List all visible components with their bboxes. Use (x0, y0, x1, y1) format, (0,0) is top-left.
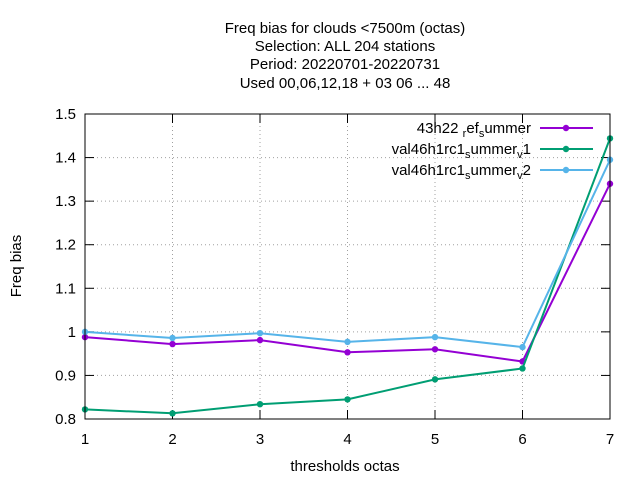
legend-marker (562, 166, 570, 174)
legend-label: val46h1rc1summerv1 (392, 141, 531, 161)
y-tick-label: 1 (68, 324, 76, 341)
y-tick-label: 0.9 (55, 367, 76, 384)
legend-entry-1: 43h22 refsummer (417, 120, 593, 140)
title-line-3: Period: 20220701-20220731 (250, 56, 440, 73)
x-tick-label: 2 (168, 431, 176, 448)
title-line-4: Used 00,06,12,18 + 03 06 ... 48 (240, 75, 451, 92)
data-point (169, 340, 176, 348)
data-point (431, 376, 439, 383)
y-tick-labels: 0.8 0.9 1 1.1 1.2 1.3 1.4 1.5 (55, 106, 76, 428)
y-tick-label: 1.5 (55, 106, 76, 123)
legend-marker (562, 145, 570, 153)
legend-marker (562, 124, 570, 132)
data-point (256, 400, 264, 408)
data-point (344, 396, 351, 403)
y-axis-label: Freq bias (8, 235, 25, 298)
title-line-1: Freq bias for clouds <7500m (octas) (225, 20, 466, 37)
legend-entry-3: val46h1rc1summerv2 (392, 162, 593, 182)
data-point (519, 343, 526, 351)
y-tick-label: 1.4 (55, 150, 76, 167)
y-tick-label: 1.2 (55, 237, 76, 254)
data-point (431, 333, 439, 341)
y-tick-label: 1.3 (55, 193, 76, 210)
legend-label: 43h22 refsummer (417, 120, 531, 140)
data-point (169, 334, 176, 342)
series-1 (81, 180, 614, 365)
title-line-2: Selection: ALL 204 stations (255, 38, 435, 55)
data-point (256, 336, 264, 344)
data-point (169, 410, 176, 417)
y-tick-label: 0.8 (55, 411, 76, 428)
series-2 (81, 135, 614, 417)
series-line (84, 138, 611, 415)
x-tick-label: 4 (343, 431, 351, 448)
data-point (519, 365, 526, 372)
legend: 43h22 refsummerval46h1rc1summerv1val46h1… (392, 120, 593, 182)
legend-label: val46h1rc1summerv2 (392, 162, 531, 182)
x-axis-label: thresholds octas (290, 458, 399, 475)
legend-entry-2: val46h1rc1summerv1 (392, 141, 593, 161)
grid-lines (85, 114, 610, 419)
x-tick-label: 7 (606, 431, 614, 448)
x-tick-labels: 1 2 3 4 5 6 7 (81, 431, 614, 448)
data-point (431, 346, 439, 353)
data-point (256, 329, 264, 337)
chart-title: Freq bias for clouds <7500m (octas) Sele… (225, 20, 466, 92)
data-point (344, 338, 351, 346)
data-point (344, 349, 351, 356)
x-tick-label: 5 (431, 431, 439, 448)
data-series (81, 135, 614, 417)
plot-frame (84, 113, 611, 420)
y-tick-label: 1.1 (55, 280, 76, 297)
x-tick-label: 1 (81, 431, 89, 448)
series-3 (81, 156, 614, 351)
x-tick-label: 3 (256, 431, 264, 448)
series-line (84, 159, 611, 349)
x-tick-label: 6 (518, 431, 526, 448)
